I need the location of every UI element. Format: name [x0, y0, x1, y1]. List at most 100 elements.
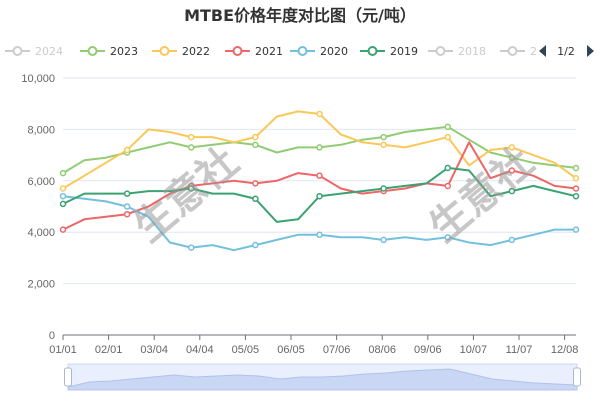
- data-point[interactable]: [444, 133, 451, 141]
- data-point[interactable]: [444, 164, 451, 172]
- data-point[interactable]: [59, 185, 67, 192]
- data-point[interactable]: [59, 200, 67, 208]
- legend-item-2022[interactable]: 2022: [152, 45, 210, 58]
- x-tick-label: 07/06: [323, 344, 351, 356]
- data-point[interactable]: [123, 203, 131, 210]
- data-point[interactable]: [123, 146, 131, 154]
- legend-pager[interactable]: 1/2: [539, 45, 594, 58]
- legend-item-2021[interactable]: 2021: [225, 45, 283, 58]
- data-point[interactable]: [508, 167, 516, 174]
- x-tick-label: 08/06: [368, 344, 396, 356]
- zoom-handle[interactable]: [64, 367, 72, 387]
- data-point[interactable]: [59, 192, 67, 200]
- legend-circle-icon: [12, 46, 23, 56]
- legend-circle-icon: [159, 46, 170, 56]
- x-tick-label: 05/05: [232, 344, 260, 356]
- data-point[interactable]: [572, 174, 580, 182]
- legend-label: 2020: [320, 45, 348, 58]
- data-point[interactable]: [316, 172, 323, 179]
- legend-label: 2: [530, 45, 537, 58]
- data-point[interactable]: [188, 144, 195, 151]
- data-point[interactable]: [508, 187, 516, 195]
- x-tick-label: 04/04: [186, 344, 214, 356]
- legend-circle-icon: [507, 46, 518, 56]
- legend-item-2019[interactable]: 2019: [360, 45, 418, 58]
- data-point[interactable]: [316, 231, 323, 239]
- data-point[interactable]: [252, 241, 259, 249]
- series-group: [59, 110, 580, 252]
- data-point[interactable]: [316, 192, 323, 200]
- legend-next-icon[interactable]: [587, 45, 594, 57]
- data-point[interactable]: [252, 133, 259, 141]
- watermark-text: 生意社: [126, 139, 247, 251]
- data-point[interactable]: [316, 144, 323, 151]
- series-2022: [59, 110, 580, 192]
- legend-label: 2018: [458, 45, 486, 58]
- data-point[interactable]: [572, 192, 580, 200]
- x-tick-label: 02/01: [95, 344, 123, 356]
- data-point[interactable]: [59, 226, 67, 233]
- series-2021: [59, 141, 580, 233]
- data-point[interactable]: [188, 185, 195, 192]
- x-tick-label: 10/07: [460, 344, 488, 356]
- legend-item-2024[interactable]: 2024: [5, 45, 63, 58]
- data-point[interactable]: [252, 141, 259, 149]
- data-point[interactable]: [188, 133, 195, 141]
- legend-item-2020[interactable]: 2020: [290, 45, 348, 58]
- data-point[interactable]: [572, 164, 580, 172]
- data-point[interactable]: [316, 110, 323, 118]
- data-point[interactable]: [508, 236, 516, 244]
- data-point[interactable]: [508, 144, 516, 151]
- x-tick-label: 01/01: [49, 344, 77, 356]
- legend-label: 2023: [110, 45, 138, 58]
- data-point[interactable]: [188, 244, 195, 251]
- legend-label: 2022: [182, 45, 210, 58]
- zoom-selected-range[interactable]: [68, 364, 577, 390]
- legend-label: 2024: [35, 45, 63, 58]
- x-tick-label: 09/06: [414, 344, 442, 356]
- y-tick-label: 6,000: [27, 176, 55, 188]
- data-zoom-slider[interactable]: [64, 363, 581, 391]
- zoom-preview-area: [67, 368, 578, 391]
- data-point[interactable]: [123, 190, 131, 197]
- legend-prev-icon[interactable]: [539, 45, 546, 57]
- y-tick-label: 10,000: [21, 73, 55, 85]
- legend-circle-icon: [297, 46, 308, 56]
- y-tick-label: 8,000: [27, 124, 55, 136]
- legend-circle-icon: [435, 46, 446, 56]
- data-point[interactable]: [59, 169, 67, 177]
- legend-circle-icon: [232, 46, 243, 56]
- y-tick-label: 2,000: [27, 279, 55, 291]
- data-point[interactable]: [444, 182, 451, 190]
- legend: 2024 2023 2022 2021 2020 2019 2018 2: [5, 45, 537, 58]
- legend-item-2[interactable]: 2: [500, 45, 537, 58]
- y-tick-label: 0: [49, 330, 55, 342]
- legend-label: 2019: [390, 45, 418, 58]
- data-point[interactable]: [444, 123, 451, 131]
- data-point[interactable]: [444, 234, 451, 241]
- data-point[interactable]: [380, 236, 387, 244]
- data-point[interactable]: [380, 133, 387, 141]
- series-2023: [59, 123, 580, 177]
- data-point[interactable]: [508, 154, 516, 161]
- data-point[interactable]: [252, 195, 259, 203]
- x-tick-label: 12/08: [551, 344, 579, 356]
- data-point[interactable]: [380, 141, 387, 149]
- series-2020: [59, 192, 580, 252]
- x-tick-label: 03/04: [140, 344, 168, 356]
- x-tick-label: 06/05: [277, 344, 305, 356]
- legend-circle-icon: [367, 46, 378, 56]
- data-point[interactable]: [572, 185, 580, 192]
- chart-title: MTBE价格年度对比图（元/吨）: [184, 6, 416, 25]
- data-point[interactable]: [380, 185, 387, 192]
- legend-item-2023[interactable]: 2023: [80, 45, 138, 58]
- series-2019: [59, 164, 580, 223]
- data-point[interactable]: [123, 210, 131, 218]
- data-point[interactable]: [252, 180, 259, 187]
- legend-item-2018[interactable]: 2018: [428, 45, 486, 58]
- zoom-handle[interactable]: [573, 367, 581, 387]
- legend-page-indicator: 1/2: [557, 45, 575, 58]
- data-point[interactable]: [572, 226, 580, 233]
- legend-circle-icon: [87, 46, 98, 56]
